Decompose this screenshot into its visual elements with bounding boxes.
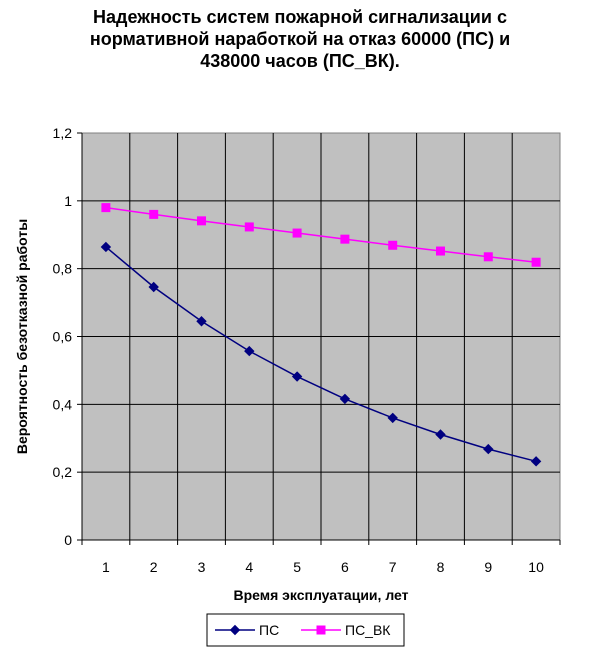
data-point-ps-vk (388, 240, 398, 250)
y-tick-label: 0,4 (53, 396, 73, 412)
x-tick-label: 2 (150, 559, 158, 575)
data-point-ps-vk (101, 203, 111, 213)
data-point-ps (435, 429, 446, 440)
y-tick-label: 0 (64, 532, 72, 548)
series-line-ps-vk (105, 206, 537, 263)
data-point-ps (148, 281, 159, 293)
series-line-ps (105, 246, 537, 463)
data-point-ps (530, 456, 542, 467)
chart-title-line-2: нормативной наработкой на отказ 60000 (П… (89, 29, 511, 49)
data-point-ps-vk (292, 228, 302, 238)
data-point-ps-vk (244, 222, 254, 232)
legend-marker-ps-vk (316, 625, 326, 635)
legend-marker-ps (229, 624, 241, 636)
data-point-ps (291, 371, 303, 382)
data-point-ps (387, 412, 398, 424)
data-point-ps-vk (197, 216, 206, 226)
chart-title-line-1: Надежность систем пожарной сигнализации … (93, 7, 507, 27)
data-point-ps-vk (436, 246, 445, 256)
data-point-ps-vk (483, 252, 493, 262)
y-tick-label: 1,2 (53, 125, 73, 141)
y-tick-label: 0,8 (53, 261, 73, 277)
y-axis-label: Вероятность безотказной работы (14, 219, 30, 454)
x-tick-label: 4 (245, 559, 253, 575)
x-tick-label: 5 (293, 559, 301, 575)
x-tick-label: 8 (437, 559, 445, 575)
x-tick-label: 3 (198, 559, 206, 575)
x-tick-label: 9 (484, 559, 492, 575)
y-tick-label: 1 (64, 193, 72, 209)
x-tick-label: 7 (389, 559, 397, 575)
x-axis-label: Время эксплуатации, лет (234, 587, 409, 603)
legend-label-ps: ПС (259, 622, 279, 638)
y-tick-label: 0,6 (53, 329, 73, 345)
x-tick-label: 1 (102, 559, 110, 575)
legend-label-ps-vk: ПС_ВК (345, 622, 391, 638)
x-tick-label: 6 (341, 559, 349, 575)
data-point-ps (196, 316, 207, 327)
data-point-ps (244, 345, 255, 357)
chart-title-line-3: 438000 часов (ПС_ВК). (200, 51, 400, 71)
y-tick-label: 0,2 (53, 464, 73, 480)
x-tick-label: 10 (528, 559, 544, 575)
data-point-ps (483, 443, 494, 455)
chart-title: Надежность систем пожарной сигнализации … (20, 6, 580, 72)
data-point-ps (339, 393, 351, 405)
data-point-ps (100, 241, 112, 253)
data-point-ps-vk (149, 209, 159, 219)
data-point-ps-vk (340, 234, 350, 244)
data-point-ps-vk (531, 257, 541, 267)
